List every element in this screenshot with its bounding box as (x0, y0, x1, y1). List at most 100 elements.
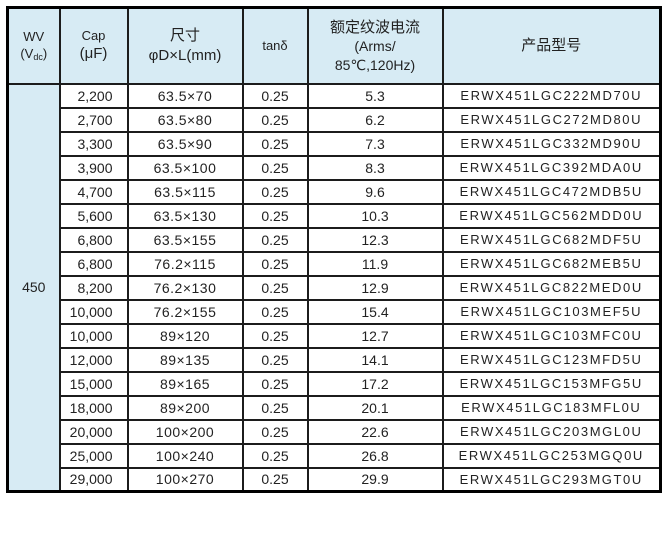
cell-ripple-current: 22.6 (306, 418, 444, 445)
header-wv-line2: (Vdc) (20, 46, 48, 63)
cell-cap: 2,200 (58, 82, 129, 109)
header-size: 尺寸 φD×L(mm) (126, 6, 244, 85)
table-row: 3,300 63.5×90 0.25 7.3 ERWX451LGC332MD90… (8, 130, 662, 157)
cell-part-number: ERWX451LGC822MED0U (441, 274, 662, 301)
header-part-line1: 产品型号 (521, 36, 582, 54)
cell-ripple-current: 26.8 (306, 442, 444, 469)
capacitor-spec-table: WV (Vdc) Cap (μF) 尺寸 φD×L(mm) tanδ 额定纹波电… (6, 6, 662, 493)
cell-cap: 10,000 (58, 298, 129, 325)
cell-tan-delta: 0.25 (241, 130, 309, 157)
cell-ripple-current: 6.2 (306, 106, 444, 133)
table-row: 20,000 100×200 0.25 22.6 ERWX451LGC203MG… (8, 418, 662, 445)
cell-ripple-current: 9.6 (306, 178, 444, 205)
table-row: 15,000 89×165 0.25 17.2 ERWX451LGC153MFG… (8, 370, 662, 397)
table-row: 8,200 76.2×130 0.25 12.9 ERWX451LGC822ME… (8, 274, 662, 301)
cell-cap: 5,600 (58, 202, 129, 229)
cell-ripple-current: 15.4 (306, 298, 444, 325)
cell-part-number: ERWX451LGC332MD90U (441, 130, 662, 157)
cell-tan-delta: 0.25 (241, 418, 309, 445)
cell-part-number: ERWX451LGC392MDA0U (441, 154, 662, 181)
table-row: 25,000 100×240 0.25 26.8 ERWX451LGC253MG… (8, 442, 662, 469)
header-cap: Cap (μF) (58, 6, 129, 85)
cell-cap: 6,800 (58, 250, 129, 277)
table-body: 450 2,200 63.5×70 0.25 5.3 ERWX451LGC222M… (6, 82, 662, 493)
cell-ripple-current: 5.3 (306, 82, 444, 109)
cell-part-number: ERWX451LGC682MDF5U (441, 226, 662, 253)
table-row: 29,000 100×270 0.25 29.9 ERWX451LGC293MG… (8, 466, 662, 493)
cell-part-number: ERWX451LGC562MDD0U (441, 202, 662, 229)
cell-cap: 4,700 (58, 178, 129, 205)
cell-ripple-current: 8.3 (306, 154, 444, 181)
header-cap-line2: (μF) (79, 45, 108, 63)
cell-tan-delta: 0.25 (241, 322, 309, 349)
cell-size: 63.5×130 (126, 202, 244, 229)
cell-tan-delta: 0.25 (241, 250, 309, 277)
cell-ripple-current: 12.7 (306, 322, 444, 349)
cell-tan-delta: 0.25 (241, 154, 309, 181)
cell-cap: 8,200 (58, 274, 129, 301)
cell-cap: 6,800 (58, 226, 129, 253)
cell-cap: 2,700 (58, 106, 129, 133)
header-wv-subscript: dc (33, 52, 43, 63)
cell-size: 100×240 (126, 442, 244, 469)
table-row: 6,800 63.5×155 0.25 12.3 ERWX451LGC682MD… (8, 226, 662, 253)
cell-tan-delta: 0.25 (241, 298, 309, 325)
cell-ripple-current: 17.2 (306, 370, 444, 397)
header-row: WV (Vdc) Cap (μF) 尺寸 φD×L(mm) tanδ 额定纹波电… (6, 6, 662, 85)
header-ripple-line2: (Arms/ (354, 38, 396, 55)
header-tan-line1: tanδ (262, 37, 288, 53)
cell-tan-delta: 0.25 (241, 226, 309, 253)
cell-cap: 15,000 (58, 370, 129, 397)
cell-size: 63.5×80 (126, 106, 244, 133)
cell-size: 76.2×130 (126, 274, 244, 301)
cell-size: 89×165 (126, 370, 244, 397)
cell-cap: 29,000 (58, 466, 129, 493)
cell-part-number: ERWX451LGC682MEB5U (441, 250, 662, 277)
cell-wv-merged: 450 (6, 82, 61, 493)
cell-part-number: ERWX451LGC203MGL0U (441, 418, 662, 445)
cell-ripple-current: 29.9 (306, 466, 444, 493)
table-row: 6,800 76.2×115 0.25 11.9 ERWX451LGC682ME… (8, 250, 662, 277)
cell-part-number: ERWX451LGC123MFD5U (441, 346, 662, 373)
header-wv-line1: WV (23, 28, 45, 44)
cell-part-number: ERWX451LGC272MD80U (441, 106, 662, 133)
cell-size: 89×135 (126, 346, 244, 373)
cell-part-number: ERWX451LGC103MEF5U (441, 298, 662, 325)
table-row: 2,700 63.5×80 0.25 6.2 ERWX451LGC272MD80… (8, 106, 662, 133)
header-part-number: 产品型号 (441, 6, 662, 85)
cell-size: 76.2×115 (126, 250, 244, 277)
table-header: WV (Vdc) Cap (μF) 尺寸 φD×L(mm) tanδ 额定纹波电… (6, 6, 662, 85)
cell-ripple-current: 14.1 (306, 346, 444, 373)
cell-size: 63.5×70 (126, 82, 244, 109)
cell-cap: 20,000 (58, 418, 129, 445)
cell-cap: 3,300 (58, 130, 129, 157)
cell-tan-delta: 0.25 (241, 202, 309, 229)
cell-ripple-current: 12.9 (306, 274, 444, 301)
table-row: 450 2,200 63.5×70 0.25 5.3 ERWX451LGC222M… (6, 82, 662, 493)
cell-size: 89×120 (126, 322, 244, 349)
header-size-line2: φD×L(mm) (148, 46, 222, 64)
cell-size: 100×270 (126, 466, 244, 493)
table-row: 10,000 76.2×155 0.25 15.4 ERWX451LGC103M… (8, 298, 662, 325)
table-row: 5,600 63.5×130 0.25 10.3 ERWX451LGC562MD… (8, 202, 662, 229)
cell-cap: 25,000 (58, 442, 129, 469)
table-row: 12,000 89×135 0.25 14.1 ERWX451LGC123MFD… (8, 346, 662, 373)
cell-tan-delta: 0.25 (241, 346, 309, 373)
cell-ripple-current: 11.9 (306, 250, 444, 277)
table-row: 4,700 63.5×115 0.25 9.6 ERWX451LGC472MDB… (8, 178, 662, 205)
cell-part-number: ERWX451LGC153MFG5U (441, 370, 662, 397)
cell-tan-delta: 0.25 (241, 106, 309, 133)
cell-ripple-current: 12.3 (306, 226, 444, 253)
cell-part-number: ERWX451LGC472MDB5U (441, 178, 662, 205)
cell-cap: 12,000 (58, 346, 129, 373)
header-size-line1: 尺寸 (169, 26, 200, 44)
cell-tan-delta: 0.25 (241, 370, 309, 397)
cell-size: 100×200 (126, 418, 244, 445)
cell-ripple-current: 7.3 (306, 130, 444, 157)
cell-tan-delta: 0.25 (241, 466, 309, 493)
cell-part-number: ERWX451LGC253MGQ0U (441, 442, 662, 469)
cell-part-number: ERWX451LGC183MFL0U (441, 394, 662, 421)
header-ripple-current: 额定纹波电流 (Arms/ 85℃,120Hz) (306, 6, 444, 85)
cell-part-number: ERWX451LGC103MFC0U (441, 322, 662, 349)
